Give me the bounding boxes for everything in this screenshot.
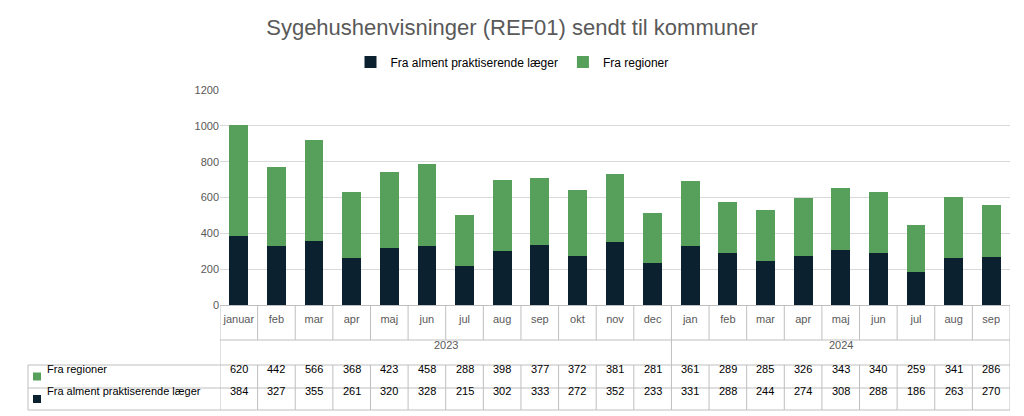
- svg-text:377: 377: [531, 363, 549, 375]
- svg-text:384: 384: [230, 385, 248, 397]
- svg-text:dec: dec: [644, 313, 662, 325]
- svg-text:355: 355: [305, 385, 323, 397]
- svg-text:270: 270: [982, 385, 1000, 397]
- svg-text:600: 600: [201, 191, 219, 203]
- svg-text:458: 458: [418, 363, 436, 375]
- svg-text:289: 289: [719, 363, 737, 375]
- svg-text:2024: 2024: [829, 339, 853, 351]
- svg-text:263: 263: [945, 385, 963, 397]
- svg-text:333: 333: [531, 385, 549, 397]
- svg-text:200: 200: [201, 263, 219, 275]
- svg-text:186: 186: [907, 385, 925, 397]
- svg-text:286: 286: [982, 363, 1000, 375]
- svg-text:233: 233: [644, 385, 662, 397]
- svg-text:800: 800: [201, 156, 219, 168]
- svg-text:244: 244: [756, 385, 774, 397]
- svg-text:442: 442: [267, 363, 285, 375]
- svg-text:620: 620: [230, 363, 248, 375]
- svg-text:Fra alment praktiserende læger: Fra alment praktiserende læger: [391, 56, 558, 70]
- svg-text:302: 302: [493, 385, 511, 397]
- svg-text:0: 0: [213, 299, 219, 311]
- svg-text:326: 326: [794, 363, 812, 375]
- svg-text:327: 327: [267, 385, 285, 397]
- svg-text:328: 328: [418, 385, 436, 397]
- svg-text:398: 398: [493, 363, 511, 375]
- svg-text:feb: feb: [720, 313, 735, 325]
- svg-text:sep: sep: [531, 313, 549, 325]
- svg-text:1000: 1000: [195, 120, 219, 132]
- svg-text:aug: aug: [493, 313, 511, 325]
- svg-text:281: 281: [644, 363, 662, 375]
- svg-text:Fra alment praktiserende læger: Fra alment praktiserende læger: [47, 385, 201, 397]
- svg-text:308: 308: [832, 385, 850, 397]
- svg-text:259: 259: [907, 363, 925, 375]
- svg-text:1200: 1200: [195, 84, 219, 96]
- svg-text:368: 368: [343, 363, 361, 375]
- svg-text:343: 343: [832, 363, 850, 375]
- svg-text:mar: mar: [756, 313, 775, 325]
- svg-text:261: 261: [343, 385, 361, 397]
- svg-text:381: 381: [606, 363, 624, 375]
- svg-text:jul: jul: [909, 313, 921, 325]
- svg-text:Fra regioner: Fra regioner: [47, 363, 107, 375]
- svg-text:okt: okt: [570, 313, 585, 325]
- svg-text:566: 566: [305, 363, 323, 375]
- svg-text:215: 215: [456, 385, 474, 397]
- svg-text:288: 288: [719, 385, 737, 397]
- svg-text:Fra regioner: Fra regioner: [603, 56, 668, 70]
- svg-text:Sygehushenvisninger (REF01) se: Sygehushenvisninger (REF01) sendt til ko…: [266, 15, 758, 40]
- svg-text:400: 400: [201, 227, 219, 239]
- svg-text:288: 288: [869, 385, 887, 397]
- svg-text:jun: jun: [419, 313, 435, 325]
- svg-text:nov: nov: [606, 313, 624, 325]
- svg-text:361: 361: [681, 363, 699, 375]
- svg-text:aug: aug: [944, 313, 962, 325]
- svg-text:320: 320: [380, 385, 398, 397]
- svg-text:288: 288: [456, 363, 474, 375]
- svg-text:341: 341: [945, 363, 963, 375]
- svg-text:340: 340: [869, 363, 887, 375]
- svg-text:274: 274: [794, 385, 812, 397]
- svg-text:maj: maj: [380, 313, 398, 325]
- svg-text:272: 272: [568, 385, 586, 397]
- svg-text:352: 352: [606, 385, 624, 397]
- svg-text:mar: mar: [305, 313, 324, 325]
- svg-text:sep: sep: [982, 313, 1000, 325]
- svg-text:331: 331: [681, 385, 699, 397]
- svg-text:apr: apr: [795, 313, 811, 325]
- svg-text:feb: feb: [269, 313, 284, 325]
- svg-text:285: 285: [756, 363, 774, 375]
- svg-text:apr: apr: [344, 313, 360, 325]
- svg-text:maj: maj: [832, 313, 850, 325]
- svg-text:372: 372: [568, 363, 586, 375]
- svg-text:2023: 2023: [434, 339, 458, 351]
- svg-text:januar: januar: [223, 313, 255, 325]
- svg-text:jul: jul: [458, 313, 470, 325]
- svg-text:jan: jan: [682, 313, 698, 325]
- svg-text:jun: jun: [870, 313, 886, 325]
- svg-text:423: 423: [380, 363, 398, 375]
